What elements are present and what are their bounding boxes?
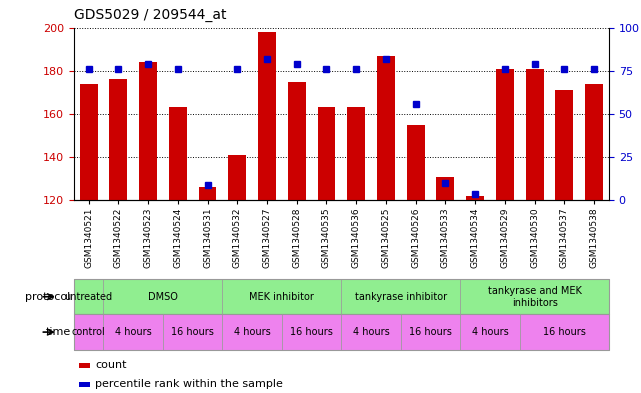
Bar <box>585 84 603 200</box>
Bar <box>103 314 163 350</box>
Text: 4 hours: 4 hours <box>472 327 508 337</box>
Bar <box>341 314 401 350</box>
Bar <box>341 279 460 314</box>
Bar <box>139 62 157 200</box>
Bar <box>460 314 520 350</box>
Bar <box>460 279 609 314</box>
Text: percentile rank within the sample: percentile rank within the sample <box>95 379 283 389</box>
Bar <box>520 314 609 350</box>
Bar <box>79 363 90 368</box>
Text: 16 hours: 16 hours <box>543 327 586 337</box>
Text: tankyrase and MEK
inhibitors: tankyrase and MEK inhibitors <box>488 286 581 307</box>
Text: DMSO: DMSO <box>148 292 178 302</box>
Bar <box>110 79 127 200</box>
Text: untreated: untreated <box>65 292 113 302</box>
Text: 16 hours: 16 hours <box>171 327 214 337</box>
Bar <box>466 196 484 200</box>
Bar <box>258 32 276 200</box>
Text: count: count <box>95 360 127 370</box>
Bar <box>79 84 97 200</box>
Bar <box>288 81 306 200</box>
Text: GDS5029 / 209544_at: GDS5029 / 209544_at <box>74 8 226 22</box>
Text: 4 hours: 4 hours <box>234 327 271 337</box>
Bar <box>401 314 460 350</box>
Text: time: time <box>46 327 71 337</box>
Bar <box>526 68 544 200</box>
Bar <box>496 68 514 200</box>
Text: control: control <box>72 327 106 337</box>
Bar <box>74 314 103 350</box>
Bar <box>377 55 395 200</box>
Bar <box>169 107 187 200</box>
Text: MEK inhibitor: MEK inhibitor <box>249 292 314 302</box>
Bar <box>555 90 573 200</box>
Text: 16 hours: 16 hours <box>409 327 452 337</box>
Bar <box>282 314 341 350</box>
Text: protocol: protocol <box>25 292 71 302</box>
Bar <box>222 314 282 350</box>
Bar <box>74 279 103 314</box>
Bar <box>407 125 424 200</box>
Bar <box>103 279 222 314</box>
Bar <box>437 176 454 200</box>
Text: 4 hours: 4 hours <box>353 327 390 337</box>
Bar <box>222 279 341 314</box>
Bar <box>163 314 222 350</box>
Bar <box>317 107 335 200</box>
Text: 16 hours: 16 hours <box>290 327 333 337</box>
Bar <box>199 187 217 200</box>
Text: 4 hours: 4 hours <box>115 327 151 337</box>
Bar <box>228 155 246 200</box>
Bar <box>79 382 90 387</box>
Text: tankyrase inhibitor: tankyrase inhibitor <box>354 292 447 302</box>
Bar <box>347 107 365 200</box>
